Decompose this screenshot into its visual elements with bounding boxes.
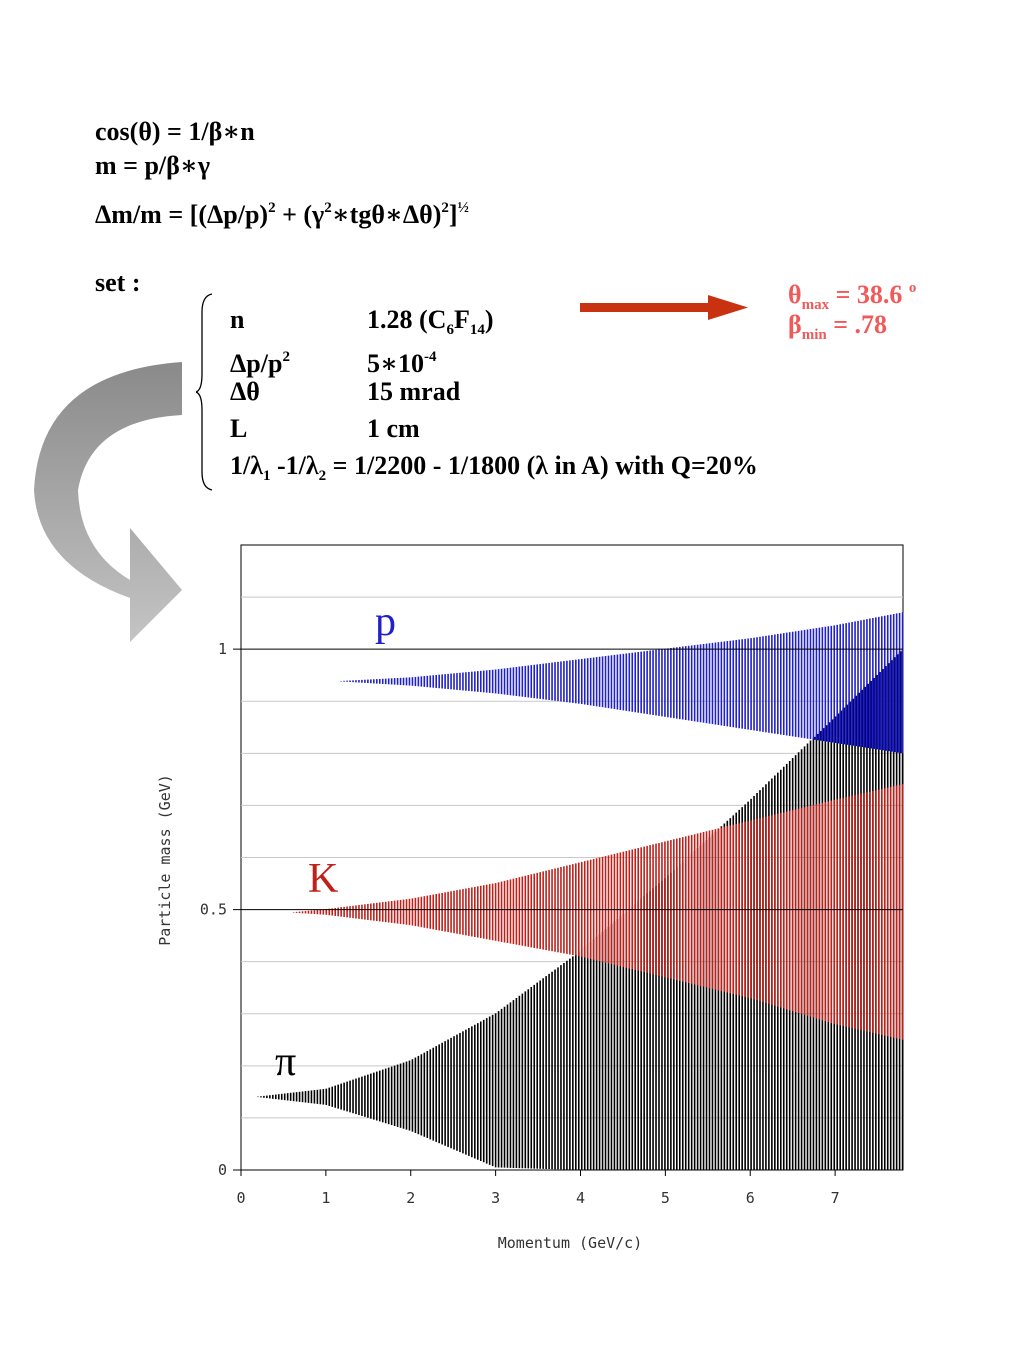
- eq3-sup-b: 2: [324, 200, 332, 216]
- x-tick-label: 4: [576, 1189, 585, 1207]
- param-l-name: L: [230, 414, 248, 443]
- equation-mass: m = p/β∗γ: [95, 151, 210, 181]
- wavelength-line: 1/λ1 -1/λ2 = 1/2200 - 1/1800 (λ in A) wi…: [230, 451, 758, 484]
- curly-brace: [196, 293, 213, 491]
- eq3-sup-a: 2: [268, 200, 276, 216]
- parameters-block: n 1.28 (C6F14) Δp/p2 5∗10-4 Δθ 15 mrad L…: [0, 305, 900, 495]
- major-lines: [233, 648, 903, 1171]
- series-label-pion: π: [275, 1039, 296, 1085]
- eq3-part-d: ]: [448, 200, 458, 229]
- series-band-proton: [340, 612, 904, 754]
- param-row-l: L 1 cm: [0, 414, 900, 446]
- param-n-value: 1.28 (C6F14): [367, 305, 494, 338]
- param-dtheta-value: 15 mrad: [367, 377, 461, 406]
- x-tick-label: 7: [831, 1189, 840, 1207]
- x-tick-label: 1: [321, 1189, 330, 1207]
- theta-max-result: θmax = 38.6 o: [788, 280, 917, 313]
- set-label: set :: [95, 268, 141, 297]
- eq3-part-c: ∗tgθ∗Δθ): [331, 200, 442, 229]
- curved-arrow-icon: [34, 362, 182, 642]
- equation-mass-text: m = p/β∗γ: [95, 151, 210, 180]
- param-row-wavelength: 1/λ1 -1/λ2 = 1/2200 - 1/1800 (λ in A) wi…: [0, 451, 900, 484]
- x-tick-label: 2: [406, 1189, 415, 1207]
- eq3-part-a: Δm/m = [(Δp/p): [95, 200, 269, 229]
- x-axis-label: Momentum (GeV/c): [498, 1234, 643, 1252]
- x-tick-labels: 0 1 2 3 4 5 6 7: [236, 1170, 840, 1207]
- x-tick-label: 5: [661, 1189, 670, 1207]
- y-tick-label: 1: [218, 640, 227, 658]
- y-axis-label: Particle mass (GeV): [156, 774, 174, 946]
- equation-cos-theta-text: cos(θ) = 1/β∗n: [95, 117, 255, 146]
- eq3-part-b: + (γ: [275, 200, 325, 229]
- x-tick-label: 0: [236, 1189, 245, 1207]
- param-row-dp: Δp/p2 5∗10-4: [0, 342, 900, 378]
- y-tick-label: 0: [218, 1161, 227, 1179]
- param-n-name: n: [230, 305, 245, 334]
- x-tick-label: 3: [491, 1189, 500, 1207]
- beta-min-result: βmin = .78: [788, 310, 888, 343]
- param-dp-name: Δp/p2: [230, 349, 290, 378]
- equation-cos-theta: cos(θ) = 1/β∗n: [95, 117, 255, 147]
- param-l-value: 1 cm: [367, 414, 420, 443]
- eq3-sup-d: ½: [457, 200, 469, 216]
- param-dtheta-name: Δθ: [230, 377, 260, 406]
- overlap-band-pion-proton: [813, 651, 902, 754]
- eq3-sup-c: 2: [441, 200, 449, 216]
- x-tick-label: 6: [746, 1189, 755, 1207]
- y-tick-labels: 00.51: [200, 640, 227, 1179]
- equation-mass-resolution: Δm/m = [(Δp/p)2 + (γ2∗tgθ∗Δθ)2]½: [95, 193, 469, 230]
- param-row-dtheta: Δθ 15 mrad: [0, 377, 900, 409]
- y-tick-label: 0.5: [200, 901, 227, 919]
- param-dp-value: 5∗10-4: [367, 349, 437, 378]
- series-label-proton: p: [375, 599, 396, 645]
- series-label-kaon: K: [308, 856, 338, 902]
- right-arrow-icon: [580, 295, 748, 320]
- param-row-n: n 1.28 (C6F14): [0, 305, 900, 338]
